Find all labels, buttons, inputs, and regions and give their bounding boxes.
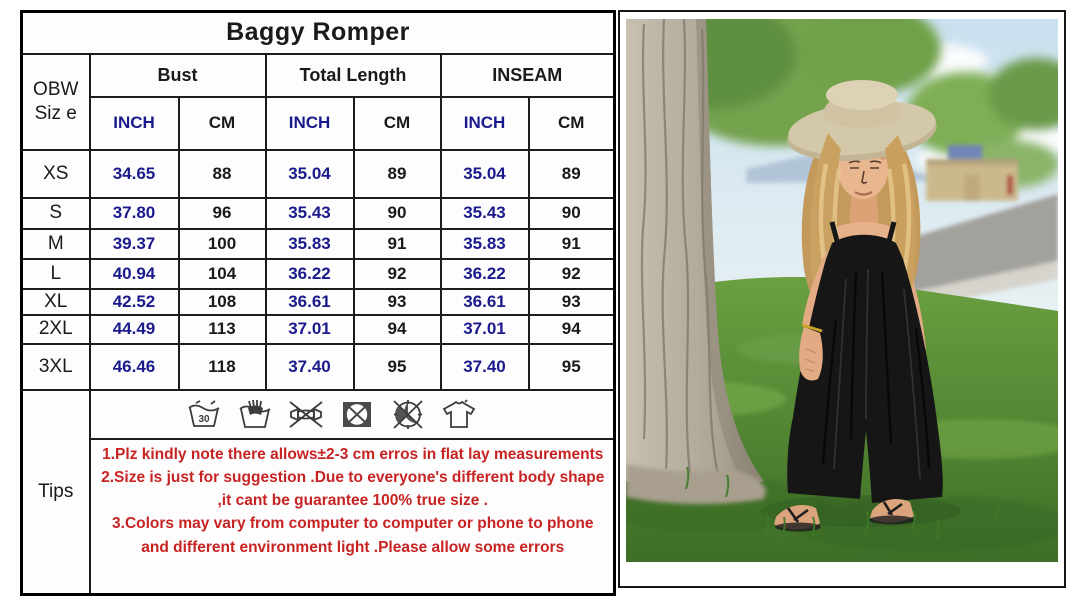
length-cm-header: CM xyxy=(352,95,442,151)
model-figure xyxy=(774,80,943,532)
size-label: M xyxy=(20,227,91,260)
inseam-inch-value: 36.22 xyxy=(439,257,530,290)
drip-dry-icon xyxy=(442,398,476,428)
product-photo xyxy=(626,19,1058,562)
table-row: L 40.94 104 36.22 92 36.22 92 xyxy=(20,257,616,290)
tip-item: 1.Plz kindly note there allows±2-3 cm er… xyxy=(102,445,604,463)
inseam-inch-value: 36.61 xyxy=(439,287,530,316)
bust-cm-value: 118 xyxy=(177,342,267,391)
length-inch-value: 35.04 xyxy=(264,148,355,199)
inseam-cm-value: 92 xyxy=(527,257,616,290)
bust-cm-value: 104 xyxy=(177,257,267,290)
inseam-inch-value: 37.40 xyxy=(439,342,530,391)
table-row: XS 34.65 88 35.04 89 35.04 89 xyxy=(20,148,616,199)
size-label: L xyxy=(20,257,91,290)
inseam-inch-value: 35.43 xyxy=(439,196,530,230)
length-inch-value: 35.43 xyxy=(264,196,355,230)
length-inch-value: 37.01 xyxy=(264,313,355,345)
hand-wash-30-icon: 30 xyxy=(188,399,220,427)
bust-cm-value: 88 xyxy=(177,148,267,199)
inseam-cm-value: 94 xyxy=(527,313,616,345)
length-cm-value: 93 xyxy=(352,287,442,316)
inseam-cm-value: 91 xyxy=(527,227,616,260)
tip-item: 3.Colors may vary from computer to compu… xyxy=(112,515,594,556)
length-inch-header: INCH xyxy=(264,95,355,151)
bust-inch-value: 40.94 xyxy=(88,257,180,290)
table-row: S 37.80 96 35.43 90 35.43 90 xyxy=(20,196,616,230)
bust-cm-value: 113 xyxy=(177,313,267,345)
bust-inch-value: 34.65 xyxy=(88,148,180,199)
size-chart-table: Baggy Romper OBW Siz e Bust Total Length… xyxy=(20,10,616,596)
bust-cm-header: CM xyxy=(177,95,267,151)
inseam-inch-header: INCH xyxy=(439,95,530,151)
bust-inch-value: 39.37 xyxy=(88,227,180,260)
inseam-inch-value: 35.04 xyxy=(439,148,530,199)
svg-text:30: 30 xyxy=(199,414,211,425)
bust-inch-value: 46.46 xyxy=(88,342,180,391)
size-label: 3XL xyxy=(20,342,91,391)
product-photo-scene xyxy=(626,19,1058,562)
size-label: XL xyxy=(20,287,91,316)
bust-inch-value: 44.49 xyxy=(88,313,180,345)
inseam-cm-value: 95 xyxy=(527,342,616,391)
hand-wash-icon xyxy=(239,399,271,428)
do-not-dry-clean-icon xyxy=(393,399,423,429)
size-label: 2XL xyxy=(20,313,91,345)
size-column-header: OBW Siz e xyxy=(20,52,91,151)
do-not-wring-icon xyxy=(289,400,323,428)
column-group-bust: Bust xyxy=(88,52,267,98)
bust-inch-value: 37.80 xyxy=(88,196,180,230)
tip-item: 2.Size is just for suggestion .Due to ev… xyxy=(101,468,605,509)
do-not-tumble-dry-icon xyxy=(343,401,372,427)
length-cm-value: 94 xyxy=(352,313,442,345)
tips-text-block: 1.Plz kindly note there allows±2-3 cm er… xyxy=(92,440,613,592)
table-row: 3XL 46.46 118 37.40 95 37.40 95 xyxy=(20,342,616,391)
chart-title: Baggy Romper xyxy=(20,10,616,55)
length-cm-value: 95 xyxy=(352,342,442,391)
tips-label: Tips xyxy=(20,388,91,595)
length-inch-value: 37.40 xyxy=(264,342,355,391)
inseam-cm-value: 89 xyxy=(527,148,616,199)
size-chart-panel: Baggy Romper OBW Siz e Bust Total Length… xyxy=(20,10,616,596)
bust-cm-value: 100 xyxy=(177,227,267,260)
inseam-cm-header: CM xyxy=(527,95,616,151)
care-icons-strip: 30 xyxy=(92,398,613,430)
size-label: XS xyxy=(20,148,91,199)
inseam-inch-value: 37.01 xyxy=(439,313,530,345)
column-group-inseam: INSEAM xyxy=(439,52,616,98)
length-cm-value: 90 xyxy=(352,196,442,230)
length-cm-value: 91 xyxy=(352,227,442,260)
column-group-total-length: Total Length xyxy=(264,52,442,98)
tips-text-cell: 1.Plz kindly note there allows±2-3 cm er… xyxy=(88,437,616,595)
inseam-cm-value: 90 xyxy=(527,196,616,230)
bust-inch-value: 42.52 xyxy=(88,287,180,316)
length-inch-value: 35.83 xyxy=(264,227,355,260)
size-header-line2: Siz e xyxy=(34,102,77,124)
table-row: 2XL 44.49 113 37.01 94 37.01 94 xyxy=(20,313,616,345)
size-label: S xyxy=(20,196,91,230)
size-header-line1: OBW xyxy=(33,78,79,100)
bust-inch-header: INCH xyxy=(88,95,180,151)
length-cm-value: 92 xyxy=(352,257,442,290)
length-cm-value: 89 xyxy=(352,148,442,199)
inseam-cm-value: 93 xyxy=(527,287,616,316)
bust-cm-value: 108 xyxy=(177,287,267,316)
length-inch-value: 36.61 xyxy=(264,287,355,316)
inseam-inch-value: 35.83 xyxy=(439,227,530,260)
table-row: XL 42.52 108 36.61 93 36.61 93 xyxy=(20,287,616,316)
table-row: M 39.37 100 35.83 91 35.83 91 xyxy=(20,227,616,260)
care-icons-row: 30 xyxy=(88,388,616,440)
product-photo-frame xyxy=(618,10,1066,588)
length-inch-value: 36.22 xyxy=(264,257,355,290)
bust-cm-value: 96 xyxy=(177,196,267,230)
